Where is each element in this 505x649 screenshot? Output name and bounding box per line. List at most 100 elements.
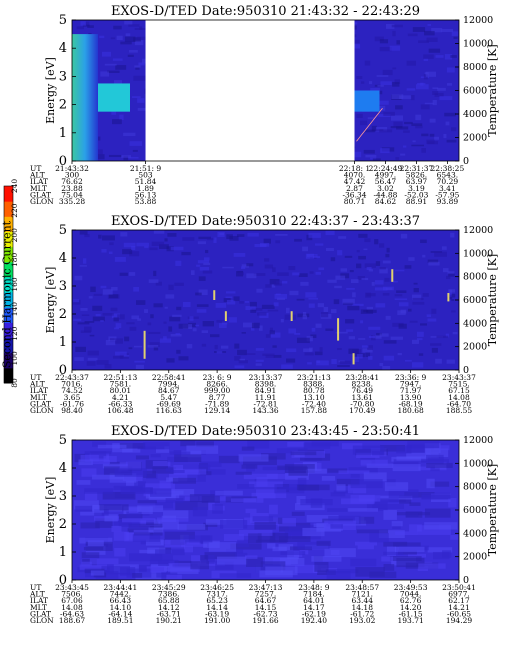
table-cell: 7044.	[400, 590, 421, 599]
spectrogram-cell	[267, 543, 276, 549]
spectrogram-cell	[202, 270, 213, 274]
spectrogram-cell	[394, 546, 425, 553]
spectrogram-cell	[153, 346, 159, 351]
spectrogram-texture	[73, 440, 459, 580]
spectrogram-cell	[124, 336, 130, 342]
spectrogram-cell	[396, 290, 407, 293]
spectrogram-cell	[357, 276, 365, 281]
spectrogram-cell	[245, 306, 256, 311]
spectrogram-cell	[338, 236, 347, 239]
table-cell: 14.20	[400, 603, 422, 612]
high-flux-region	[72, 34, 98, 161]
spectrogram-cell	[92, 305, 103, 311]
spectrogram-cell	[197, 241, 207, 245]
spectrogram-cell	[86, 361, 96, 366]
spectrogram-cell	[431, 347, 438, 353]
spectrogram-cell	[132, 573, 143, 578]
spectrogram-cell	[251, 307, 263, 311]
spectrogram-cell	[394, 79, 401, 84]
spectrogram-cell	[221, 320, 228, 325]
spectrogram-cell	[229, 236, 239, 241]
spectrogram-cell	[178, 356, 189, 361]
spectrogram-cell	[143, 442, 170, 450]
spectrogram-cell	[328, 515, 361, 525]
table-cell: 189.51	[107, 616, 133, 625]
spectrogram-cell	[307, 362, 312, 365]
spectrogram-cell	[368, 269, 374, 272]
spectrogram-cell	[394, 294, 403, 297]
spectrogram-cell	[75, 346, 86, 352]
spectrogram-cell	[439, 445, 450, 451]
spectrogram-cell	[397, 352, 402, 356]
spectrogram-cell	[110, 37, 116, 40]
spectrogram-cell	[379, 243, 385, 248]
spectrogram-cell	[315, 271, 322, 275]
spectrogram-cell	[201, 469, 226, 475]
spectrogram-cell	[100, 285, 107, 289]
spectrogram-cell	[424, 443, 441, 454]
panels: EXOS-D/TED Date:950310 21:43:32 - 22:43:…	[29, 4, 499, 625]
table-cell: 14.15	[255, 603, 277, 612]
table-cell: 75.04	[61, 190, 83, 199]
spectrogram-cell	[391, 24, 403, 28]
spectrogram-cell	[363, 149, 375, 154]
spectrogram-cell	[360, 81, 365, 84]
spectrogram-cell	[203, 262, 211, 266]
spectrogram-cell	[111, 525, 122, 532]
spectrogram-cell	[165, 467, 176, 472]
flux-spike	[143, 330, 146, 359]
spectrogram-cell	[218, 455, 240, 464]
spectrogram-cell	[127, 54, 134, 57]
spectrogram-cell	[323, 306, 329, 313]
y-tick-label: 3	[59, 279, 67, 294]
colorbar-swatch	[4, 201, 13, 217]
spectrogram-cell	[87, 25, 94, 28]
spectrogram-cell	[253, 273, 266, 276]
spectrogram-cell	[92, 474, 124, 480]
spectrogram-cell	[238, 360, 248, 364]
spectrogram-cell	[382, 365, 391, 370]
spectrogram-cell	[294, 238, 302, 242]
spectrogram-cell	[182, 301, 191, 308]
spectrogram-cell	[237, 484, 255, 489]
spectrogram-cell	[321, 476, 336, 481]
spectrogram-cell	[155, 549, 185, 556]
spectrogram-cell	[418, 40, 429, 44]
table-cell: 194.29	[446, 616, 472, 625]
spectrogram-cell	[87, 540, 104, 546]
spectrogram-cell	[77, 322, 90, 325]
spectrogram-cell	[265, 284, 272, 288]
row-label: GLAT	[30, 190, 51, 199]
spectrogram-cell	[81, 552, 100, 559]
spectrogram-cell	[196, 309, 207, 313]
spectrogram-cell	[288, 266, 296, 271]
spectrogram-cell	[129, 326, 137, 331]
table-cell: -62.19	[302, 609, 326, 618]
spectrogram-cell	[366, 306, 374, 311]
table-cell: 7257.	[255, 590, 276, 599]
spectrogram-cell	[386, 247, 390, 253]
table-cell: 23:43:45	[55, 583, 89, 592]
spectrogram-cell	[316, 360, 321, 364]
spectrogram-cell	[74, 453, 86, 463]
spectrogram-cell	[370, 87, 380, 91]
spectrogram-cell	[446, 67, 455, 73]
spectrogram-cell	[341, 443, 363, 450]
spectrogram-cell	[114, 468, 147, 477]
spectrogram-cell	[134, 481, 146, 487]
colorbar-swatch	[4, 246, 13, 263]
spectrogram-cell	[85, 541, 113, 551]
spectrogram-cell	[298, 484, 320, 491]
spectrogram-cell	[197, 260, 209, 264]
spectrogram-cell	[354, 541, 378, 546]
y2-tick-label: 10000	[463, 39, 493, 50]
spectrogram-cell	[97, 444, 127, 449]
spectrogram-cell	[191, 555, 201, 565]
spectrogram-cell	[235, 471, 252, 475]
spectrogram-cell	[383, 340, 397, 344]
spectrogram-cell	[202, 321, 215, 327]
spectrogram-cell	[233, 296, 240, 302]
spectrogram-cell	[256, 288, 263, 293]
y-tick-label: 2	[59, 98, 67, 113]
spectrogram-cell	[451, 310, 456, 313]
